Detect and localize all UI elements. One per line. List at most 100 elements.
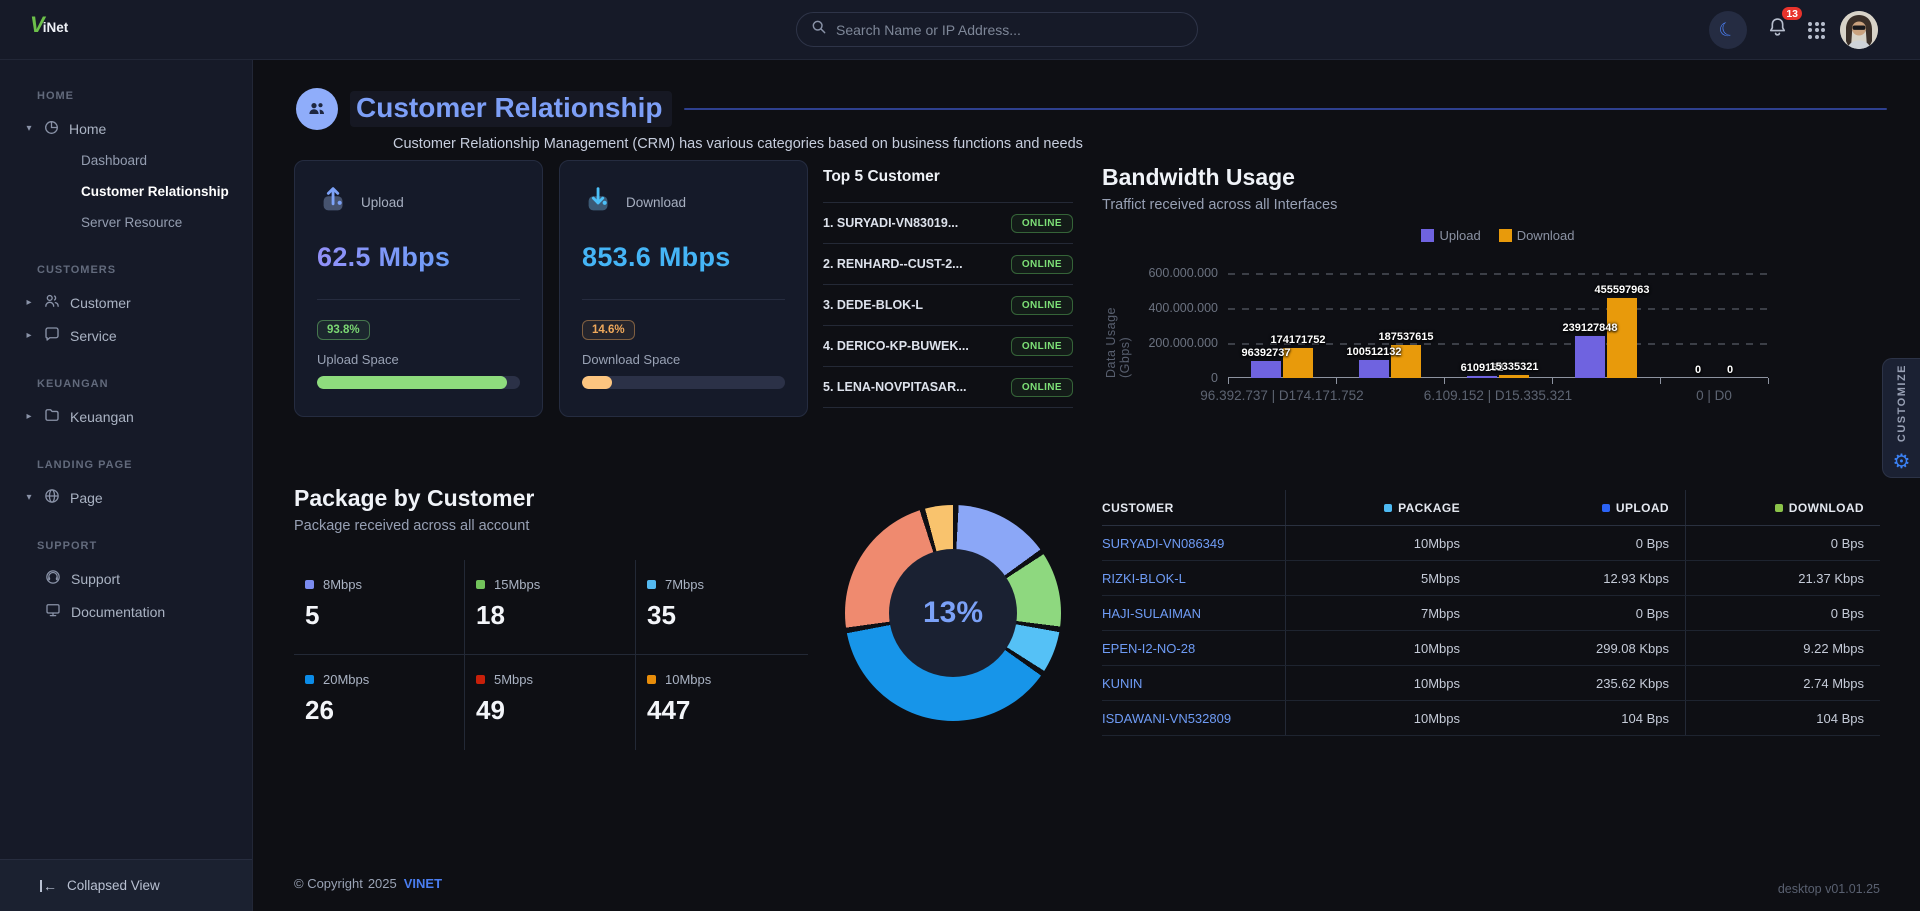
package-count: 49 (476, 695, 505, 725)
bar-value-label: 0 (1694, 364, 1702, 376)
sidebar-item-support[interactable]: Support (0, 562, 252, 595)
notifications-button[interactable]: 13 (1762, 5, 1804, 48)
copyright: © Copyright 2025 VINET (294, 876, 443, 891)
package-count: 447 (647, 695, 691, 725)
x-axis-line (1228, 377, 1768, 378)
top5-title: Top 5 Customer (823, 168, 1073, 203)
chevron-down-icon: ▾ (26, 123, 32, 134)
bar-upload (1359, 360, 1389, 378)
customer-link[interactable]: HAJI-SULAIMAN (1102, 596, 1286, 630)
y-tick: 400.000.000 (1148, 301, 1218, 315)
legend-swatch (1774, 503, 1783, 512)
collapse-sidebar-button[interactable]: ← Collapsed View (0, 859, 252, 911)
dark-mode-toggle[interactable]: ☾ (1709, 11, 1747, 49)
bar-wrapper: 0 (1715, 273, 1745, 378)
bar-upload (1575, 336, 1605, 378)
customer-name: 4. DERICO-KP-BUWEK... (823, 339, 969, 353)
bar-download (1283, 348, 1313, 378)
package-subtitle: Package received across all account (294, 518, 530, 534)
list-item[interactable]: 4. DERICO-KP-BUWEK... ONLINE (823, 326, 1073, 367)
bar-group: 96392737 174171752 96.392.737 | D174.171.7… (1200, 273, 1363, 403)
table-row: HAJI-SULAIMAN 7Mbps 0 Bps 0 Bps (1102, 596, 1880, 631)
search-input[interactable] (836, 21, 1183, 38)
customer-name: 3. DEDE-BLOK-L (823, 298, 923, 312)
status-badge: ONLINE (1010, 213, 1073, 233)
upload-progress-fill (317, 376, 508, 389)
customer-link[interactable]: EPEN-I2-NO-28 (1102, 631, 1286, 665)
sidebar-item-customer[interactable]: ▸ Customer (0, 286, 252, 319)
x-axis-tick (1336, 378, 1337, 384)
customer-link[interactable]: RIZKI-BLOK-L (1102, 561, 1286, 595)
gridline (1228, 308, 1768, 310)
list-item[interactable]: 3. DEDE-BLOK-L ONLINE (823, 285, 1073, 326)
search-icon (811, 19, 827, 40)
bar-chart: 600.000.000 400.000.000 200.000.000 0 96… (1148, 266, 1769, 403)
bar-download (1391, 345, 1421, 378)
customer-name: 2. RENHARD--CUST-2... (823, 257, 963, 271)
people-icon (296, 88, 338, 130)
cell-upload: 235.62 Kbps (1476, 666, 1686, 700)
sidebar-item-server-resource[interactable]: Server Resource (81, 215, 183, 230)
package-title: Package by Customer (294, 485, 535, 511)
list-item[interactable]: 2. RENHARD--CUST-2... ONLINE (823, 244, 1073, 285)
sidebar-item-dashboard[interactable]: Dashboard (81, 153, 148, 168)
x-axis-tick (1444, 378, 1445, 384)
brand-logo-v: V (30, 12, 45, 37)
legend-swatch (647, 580, 656, 589)
status-badge: ONLINE (1010, 336, 1073, 356)
user-avatar[interactable] (1840, 11, 1878, 49)
customer-link[interactable]: KUNIN (1102, 666, 1286, 700)
column-header-upload: UPLOAD (1476, 490, 1686, 525)
download-space-label: Download Space (582, 352, 681, 367)
sidebar-section-label: KEUANGAN (37, 378, 109, 390)
sidebar-item-service[interactable]: ▸ Service (0, 319, 252, 352)
y-axis-label: Data Usage (Gbps) (1104, 306, 1132, 378)
sidebar-item-documentation[interactable]: Documentation (0, 595, 252, 628)
bar-group: 6109152 15335321 6.109.152 | D15.335.321 (1424, 273, 1572, 403)
donut-center: 13% (889, 549, 1017, 677)
cell-download: 2.74 Mbps (1803, 675, 1864, 691)
bandwidth-title: Bandwidth Usage (1102, 164, 1295, 190)
customer-link[interactable]: ISDAWANI-VN532809 (1102, 701, 1286, 735)
brand-link[interactable]: VINET (403, 876, 443, 891)
bandwidth-subtitle: Traffict received across all Interfaces (1102, 197, 1338, 213)
cell-download: 0 Bps (1830, 535, 1864, 551)
apps-grid-icon[interactable] (1808, 21, 1825, 39)
customer-link[interactable]: SURYADI-VN086349 (1102, 526, 1286, 560)
chevron-right-icon: ▸ (26, 411, 32, 422)
customize-tab[interactable]: CUSTOMIZE ⚙ (1882, 358, 1920, 478)
sidebar-item-label: Support (71, 570, 121, 587)
sidebar-item-page[interactable]: ▾ Page (0, 481, 252, 514)
bar-upload (1467, 376, 1497, 378)
sidebar-item-keuangan[interactable]: ▸ Keuangan (0, 400, 252, 433)
customize-label: CUSTOMIZE (1895, 363, 1908, 443)
page-header: Customer Relationship Customer Relations… (296, 88, 1887, 152)
download-label: Download (626, 195, 687, 210)
package-stat: 20Mbps 26 (294, 655, 465, 750)
sidebar-section-support: SUPPORT Support Documentation (0, 540, 252, 628)
x-tick-label: 96.392.737 | D174.171.752 (1200, 388, 1364, 403)
bar-value-label: 15335321 (1489, 361, 1539, 373)
bar-value-label: 239127848 (1562, 322, 1618, 334)
package-stat: 10Mbps 447 (636, 655, 808, 750)
sidebar-item-home[interactable]: ▾ Home (0, 112, 252, 145)
legend-swatch (647, 675, 656, 684)
bar-wrapper: 455597963 (1594, 273, 1650, 378)
cell-download: 104 Bps (1816, 710, 1864, 726)
search-bar[interactable] (796, 12, 1198, 47)
x-axis-tick (1768, 378, 1769, 384)
y-tick: 600.000.000 (1148, 266, 1218, 280)
bar-value-label: 187537615 (1378, 331, 1434, 343)
package-stat: 15Mbps 18 (465, 560, 636, 655)
bar-value-label: 0 (1726, 364, 1734, 376)
package-count: 18 (476, 600, 505, 630)
list-item[interactable]: 1. SURYADI-VN83019... ONLINE (823, 203, 1073, 244)
legend-swatch (305, 580, 314, 589)
sidebar-item-customer-relationship[interactable]: Customer Relationship (81, 184, 229, 199)
chart-legend: Upload Download (1228, 228, 1768, 243)
upload-progress-bar (317, 376, 520, 389)
list-item[interactable]: 5. LENA-NOVPITASAR... ONLINE (823, 367, 1073, 408)
sidebar-item-label: Home (69, 120, 107, 137)
